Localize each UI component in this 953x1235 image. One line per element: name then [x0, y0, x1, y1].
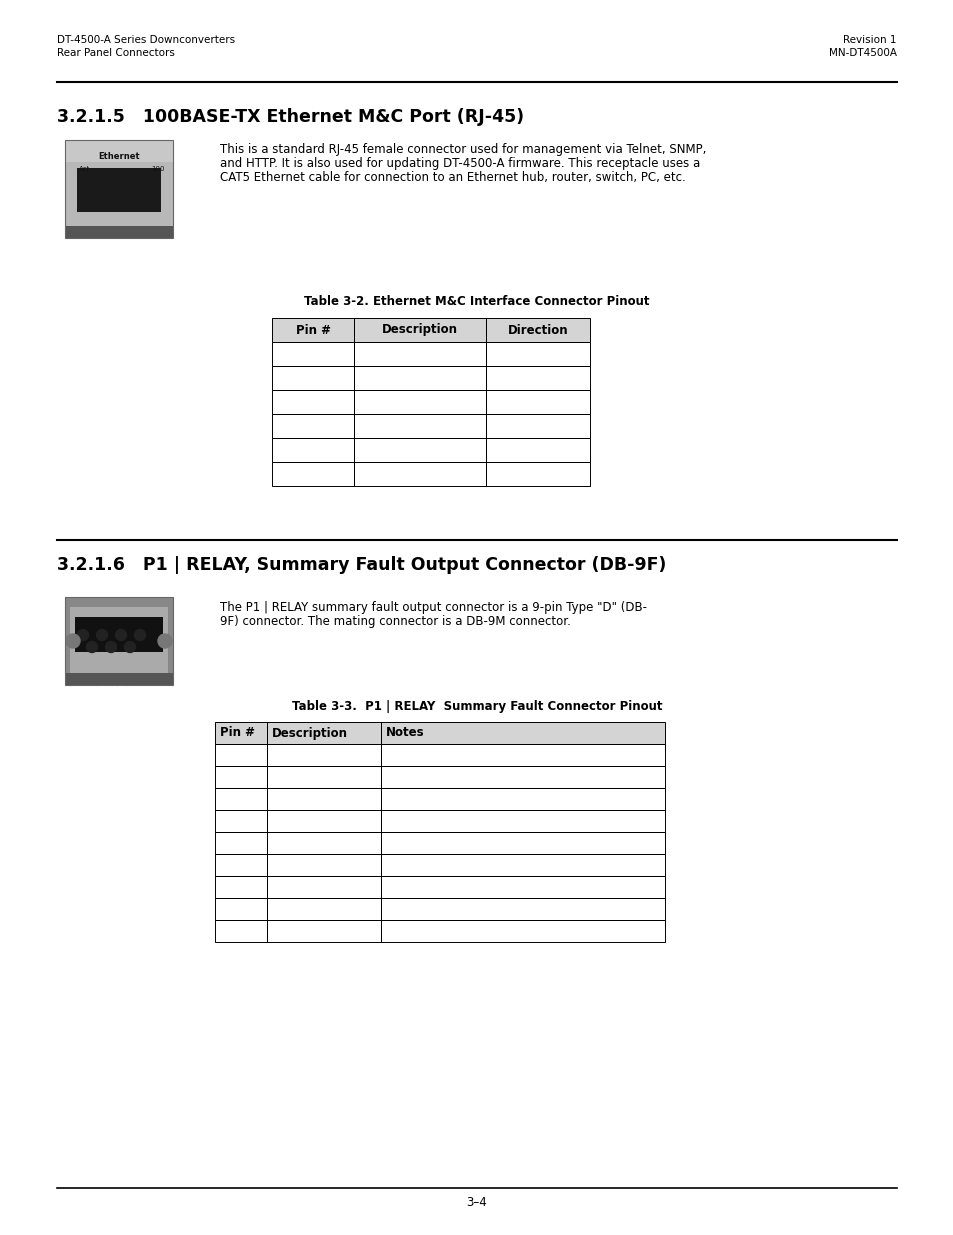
Circle shape: [66, 634, 80, 648]
Bar: [214, 722, 267, 743]
Bar: [65, 140, 172, 238]
Bar: [272, 317, 354, 342]
Bar: [214, 766, 267, 788]
Bar: [267, 743, 380, 766]
Bar: [485, 414, 589, 438]
Bar: [267, 810, 380, 832]
Bar: [354, 414, 485, 438]
Text: 3.2.1.5   100BASE-TX Ethernet M&C Port (RJ-45): 3.2.1.5 100BASE-TX Ethernet M&C Port (RJ…: [57, 107, 523, 126]
Bar: [214, 920, 267, 942]
Circle shape: [134, 630, 146, 641]
Bar: [380, 853, 664, 876]
Text: The P1 | RELAY summary fault output connector is a 9-pin Type "D" (DB-: The P1 | RELAY summary fault output conn…: [220, 601, 646, 614]
Text: 3.2.1.6   P1 | RELAY, Summary Fault Output Connector (DB-9F): 3.2.1.6 P1 | RELAY, Summary Fault Output…: [57, 556, 666, 574]
Bar: [380, 810, 664, 832]
Bar: [272, 462, 354, 487]
Bar: [354, 390, 485, 414]
Bar: [380, 920, 664, 942]
Bar: [267, 920, 380, 942]
Text: Pin #: Pin #: [295, 324, 330, 336]
Bar: [214, 788, 267, 810]
Bar: [380, 898, 664, 920]
Text: Revision 1: Revision 1: [842, 35, 896, 44]
Text: Table 3-2. Ethernet M&C Interface Connector Pinout: Table 3-2. Ethernet M&C Interface Connec…: [304, 295, 649, 308]
Text: P1 RELAY: P1 RELAY: [101, 685, 136, 695]
Text: 3–4: 3–4: [466, 1195, 487, 1209]
Bar: [354, 462, 485, 487]
Bar: [65, 673, 172, 685]
Bar: [214, 743, 267, 766]
Text: and HTTP. It is also used for updating DT-4500-A firmware. This receptacle uses : and HTTP. It is also used for updating D…: [220, 157, 700, 170]
Text: DT-4500-A Series Downconverters: DT-4500-A Series Downconverters: [57, 35, 234, 44]
Text: 9F) connector. The mating connector is a DB-9M connector.: 9F) connector. The mating connector is a…: [220, 615, 570, 629]
Circle shape: [106, 641, 116, 652]
Circle shape: [158, 634, 172, 648]
Bar: [214, 810, 267, 832]
Text: Rear Panel Connectors: Rear Panel Connectors: [57, 48, 174, 58]
Text: Pin #: Pin #: [220, 726, 254, 740]
Bar: [272, 390, 354, 414]
Bar: [65, 140, 172, 162]
Bar: [380, 766, 664, 788]
Bar: [267, 766, 380, 788]
Bar: [380, 743, 664, 766]
Bar: [214, 853, 267, 876]
Bar: [485, 317, 589, 342]
Bar: [272, 414, 354, 438]
Text: MN-DT4500A: MN-DT4500A: [828, 48, 896, 58]
Circle shape: [96, 630, 108, 641]
Text: Ethernet: Ethernet: [98, 152, 140, 161]
Bar: [214, 876, 267, 898]
Bar: [485, 390, 589, 414]
Bar: [267, 853, 380, 876]
Bar: [272, 317, 589, 342]
Bar: [65, 597, 172, 685]
Bar: [354, 366, 485, 390]
Text: Act: Act: [79, 165, 91, 172]
Text: Description: Description: [272, 726, 348, 740]
Text: Direction: Direction: [507, 324, 568, 336]
Bar: [214, 832, 267, 853]
Bar: [380, 722, 664, 743]
Bar: [380, 832, 664, 853]
Bar: [485, 342, 589, 366]
Bar: [354, 317, 485, 342]
Text: CAT5 Ethernet cable for connection to an Ethernet hub, router, switch, PC, etc.: CAT5 Ethernet cable for connection to an…: [220, 170, 685, 184]
Bar: [267, 722, 380, 743]
Text: 100: 100: [151, 165, 164, 172]
Bar: [267, 898, 380, 920]
Bar: [65, 226, 172, 238]
Text: This is a standard RJ-45 female connector used for management via Telnet, SNMP,: This is a standard RJ-45 female connecto…: [220, 143, 705, 156]
Bar: [214, 722, 664, 743]
Bar: [267, 788, 380, 810]
Bar: [272, 342, 354, 366]
Bar: [65, 597, 172, 685]
Bar: [267, 876, 380, 898]
Circle shape: [125, 641, 135, 652]
Bar: [354, 342, 485, 366]
Bar: [75, 618, 163, 652]
Text: Description: Description: [381, 324, 457, 336]
Bar: [485, 462, 589, 487]
Bar: [272, 366, 354, 390]
Circle shape: [87, 641, 97, 652]
Circle shape: [115, 630, 127, 641]
Circle shape: [77, 630, 89, 641]
Bar: [65, 140, 172, 238]
Bar: [485, 366, 589, 390]
Text: Notes: Notes: [386, 726, 424, 740]
Bar: [214, 898, 267, 920]
Bar: [354, 438, 485, 462]
Bar: [380, 788, 664, 810]
Text: Table 3-3.  P1 | RELAY  Summary Fault Connector Pinout: Table 3-3. P1 | RELAY Summary Fault Conn…: [292, 700, 661, 713]
Bar: [380, 876, 664, 898]
Bar: [267, 832, 380, 853]
Bar: [77, 168, 161, 212]
Bar: [70, 606, 168, 676]
Bar: [272, 438, 354, 462]
Bar: [485, 438, 589, 462]
